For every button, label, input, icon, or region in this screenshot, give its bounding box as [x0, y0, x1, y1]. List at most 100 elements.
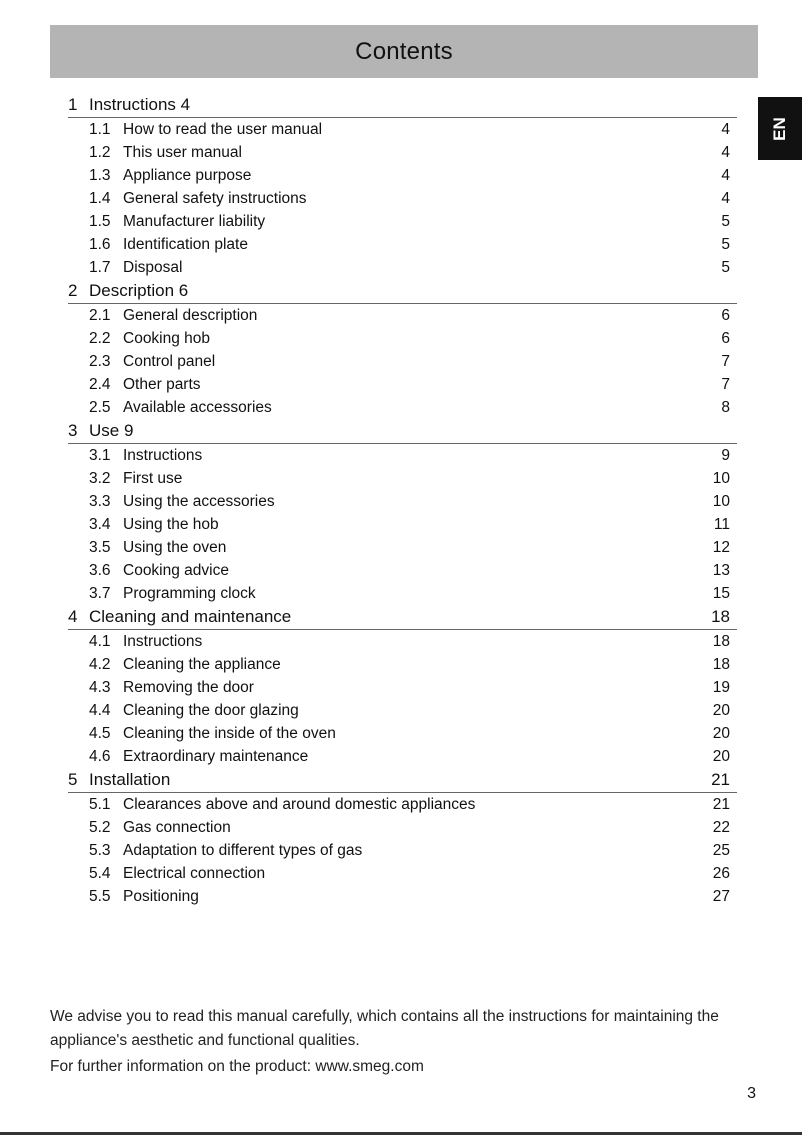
section-page: 18 [711, 607, 730, 626]
language-label: EN [770, 116, 789, 141]
toc-entry[interactable]: 3.7 Programming clock 15 [68, 582, 737, 605]
entry-page: 9 [721, 447, 730, 464]
section-num: 2 [68, 281, 78, 300]
toc-entry[interactable]: 3.2 First use 10 [68, 467, 737, 490]
entry-num: 4.1 [89, 633, 111, 650]
entry-num: 3.6 [89, 562, 111, 579]
section-num: 4 [68, 607, 78, 626]
entry-title: General description [123, 307, 258, 324]
entry-title: Programming clock [123, 585, 256, 602]
toc-entry[interactable]: 3.3 Using the accessories 10 [68, 490, 737, 513]
toc-entry[interactable]: 3.5 Using the oven 12 [68, 536, 737, 559]
intro-text: We advise you to read this manual carefu… [50, 1005, 750, 1079]
more-info-paragraph: For further information on the product: … [50, 1058, 424, 1075]
toc-entry[interactable]: 1.3 Appliance purpose 4 [68, 164, 737, 187]
bottom-rule [0, 1132, 802, 1135]
toc-entry[interactable]: 1.5 Manufacturer liability 5 [68, 210, 737, 233]
entry-num: 5.3 [89, 842, 111, 859]
toc-entry[interactable]: 5.5 Positioning 27 [68, 885, 737, 908]
entry-title: Other parts [123, 376, 201, 393]
entry-num: 3.7 [89, 585, 111, 602]
entry-title: Using the accessories [123, 493, 275, 510]
entry-num: 3.5 [89, 539, 111, 556]
entry-title: Cooking advice [123, 562, 229, 579]
toc-entry[interactable]: 2.4 Other parts 7 [68, 373, 737, 396]
table-of-contents: 1 Instructions 4 1.1 How to read the user m… [68, 93, 737, 908]
entry-num: 4.5 [89, 725, 111, 742]
entry-page: 5 [721, 259, 730, 276]
toc-section-heading[interactable]: 5 Installation 21 [68, 768, 737, 793]
entry-page: 6 [721, 307, 730, 324]
entry-title: Clearances above and around domestic app… [123, 796, 476, 813]
toc-entry[interactable]: 3.4 Using the hob 11 [68, 513, 737, 536]
entry-page: 19 [712, 679, 730, 696]
entry-title: Available accessories [123, 399, 272, 416]
toc-section-heading[interactable]: 3 Use 9 [68, 419, 737, 444]
toc-section-heading[interactable]: 1 Instructions 4 [68, 93, 737, 118]
entry-num: 1.6 [89, 236, 111, 253]
toc-entry[interactable]: 5.3 Adaptation to different types of gas 2… [68, 839, 737, 862]
toc-entry[interactable]: 4.2 Cleaning the appliance 18 [68, 653, 737, 676]
toc-entry[interactable]: 4.4 Cleaning the door glazing 20 [68, 699, 737, 722]
entry-page: 8 [721, 399, 730, 416]
entry-num: 2.2 [89, 330, 111, 347]
section-title: Installation [89, 770, 171, 789]
toc-entry[interactable]: 5.4 Electrical connection 26 [68, 862, 737, 885]
entry-page: 18 [712, 656, 730, 673]
entry-num: 4.4 [89, 702, 111, 719]
entry-num: 3.4 [89, 516, 111, 533]
toc-entry[interactable]: 1.1 How to read the user manual 4 [68, 118, 737, 141]
entry-title: Removing the door [123, 679, 254, 696]
toc-entry[interactable]: 4.6 Extraordinary maintenance 20 [68, 745, 737, 768]
toc-entry[interactable]: 4.5 Cleaning the inside of the oven 20 [68, 722, 737, 745]
entry-num: 3.2 [89, 470, 111, 487]
toc-section-heading[interactable]: 2 Description 6 [68, 279, 737, 304]
toc-entry[interactable]: 3.6 Cooking advice 13 [68, 559, 737, 582]
entry-num: 2.3 [89, 353, 111, 370]
entry-title: Electrical connection [123, 865, 266, 882]
entry-num: 1.2 [89, 144, 111, 161]
entry-num: 2.1 [89, 307, 111, 324]
entry-page: 25 [712, 842, 730, 859]
language-tab: EN [758, 97, 802, 160]
toc-entry[interactable]: 2.1 General description 6 [68, 304, 737, 327]
entry-num: 2.4 [89, 376, 111, 393]
entry-num: 5.5 [89, 888, 111, 905]
entry-page: 27 [712, 888, 730, 905]
toc-entry[interactable]: 1.2 This user manual 4 [68, 141, 737, 164]
toc-entry[interactable]: 2.5 Available accessories 8 [68, 396, 737, 419]
toc-entry[interactable]: 1.4 General safety instructions 4 [68, 187, 737, 210]
entry-page: 4 [721, 167, 730, 184]
section-num: 5 [68, 770, 78, 789]
toc-entry[interactable]: 2.3 Control panel 7 [68, 350, 737, 373]
toc-entry[interactable]: 4.3 Removing the door 19 [68, 676, 737, 699]
entry-page: 15 [712, 585, 730, 602]
entry-page: 26 [712, 865, 730, 882]
section-page [690, 419, 737, 443]
toc-section-heading[interactable]: 4 Cleaning and maintenance 18 [68, 605, 737, 630]
entry-title: Using the hob [123, 516, 219, 533]
toc-entry[interactable]: 1.6 Identification plate 5 [68, 233, 737, 256]
page-title: Contents [355, 37, 453, 65]
section-title: Use 9 [89, 421, 134, 440]
toc-entry[interactable]: 4.1 Instructions 18 [68, 630, 737, 653]
entry-page: 13 [712, 562, 730, 579]
toc-entry[interactable]: 1.7 Disposal 5 [68, 256, 737, 279]
entry-title: Manufacturer liability [123, 213, 266, 230]
entry-num: 3.1 [89, 447, 111, 464]
entry-num: 4.3 [89, 679, 111, 696]
toc-entry[interactable]: 3.1 Instructions 9 [68, 444, 737, 467]
entry-title: Disposal [123, 259, 183, 276]
section-num: 1 [68, 95, 78, 114]
entry-title: Cooking hob [123, 330, 211, 347]
entry-page: 5 [721, 213, 730, 230]
section-page [690, 279, 737, 303]
toc-entry[interactable]: 5.1 Clearances above and around domestic … [68, 793, 737, 816]
toc-entry[interactable]: 5.2 Gas connection 22 [68, 816, 737, 839]
entry-num: 3.3 [89, 493, 111, 510]
entry-title: Cleaning the door glazing [123, 702, 299, 719]
entry-title: Instructions [123, 447, 203, 464]
entry-page: 4 [721, 190, 730, 207]
toc-entry[interactable]: 2.2 Cooking hob 6 [68, 327, 737, 350]
entry-page: 20 [712, 748, 730, 765]
